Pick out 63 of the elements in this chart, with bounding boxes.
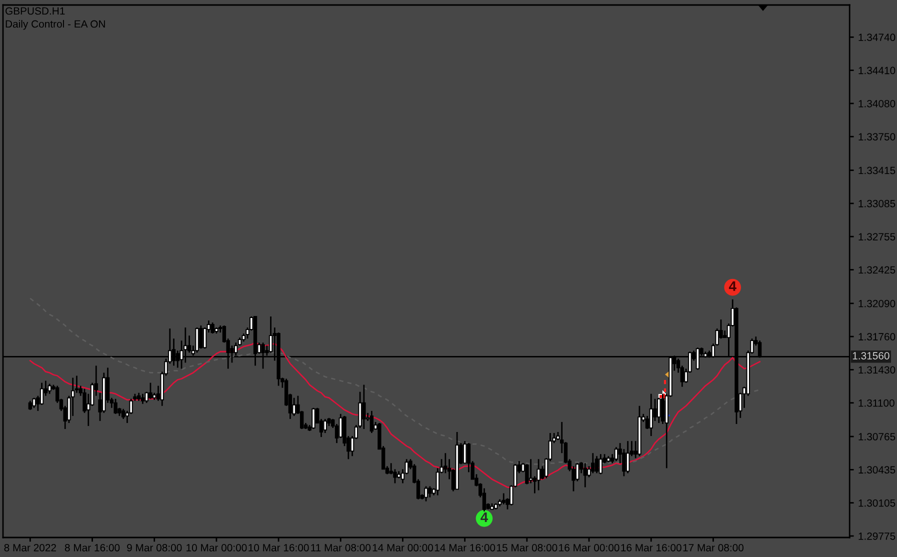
x-tick-label: 8 Mar 2022	[4, 544, 56, 552]
annotation: 4	[728, 281, 736, 291]
y-tick-label: 1.31430	[858, 366, 896, 374]
x-tick-label: 16 Mar 16:00	[621, 544, 682, 552]
x-tick-label: 14 Mar 16:00	[434, 544, 496, 552]
candlestick	[48, 383, 52, 395]
candlestick	[292, 397, 296, 417]
candlestick	[114, 398, 118, 415]
candlestick	[370, 410, 374, 434]
candlestick	[583, 462, 587, 488]
candlestick	[210, 322, 214, 334]
y-tick-label: 1.30765	[858, 433, 896, 440]
x-tick-label: 8 Mar 16:00	[64, 544, 120, 552]
y-tick-label: 1.31760	[858, 333, 896, 340]
y-tick-label: 1.30435	[858, 466, 896, 474]
candlestick	[660, 393, 665, 425]
y-tick-label: 1.33085	[858, 200, 896, 208]
candlestick	[312, 407, 316, 430]
ref-line-label: 1.31560	[852, 352, 890, 360]
chart-title: GBPUSD.H1	[6, 7, 65, 15]
y-tick-label: 1.34410	[858, 66, 896, 74]
x-tick-label: 10 Mar 00:00	[186, 544, 247, 552]
x-tick-label: 11 Mar 08:00	[311, 544, 371, 552]
y-tick-label: 1.33750	[858, 133, 896, 140]
candlestick	[121, 408, 126, 420]
candlestick	[594, 455, 599, 474]
candlestick	[598, 453, 602, 475]
y-tick-label: 1.34080	[858, 100, 896, 108]
x-tick-label: 9 Mar 08:00	[127, 544, 182, 552]
candlestick	[140, 393, 145, 405]
x-tick-label: 17 Mar 08:00	[683, 544, 744, 552]
candlestick	[362, 384, 366, 430]
candlestick	[525, 463, 529, 485]
candlestick	[428, 486, 432, 498]
y-tick-label: 1.34740	[858, 34, 896, 42]
y-tick-label: 1.31100	[858, 399, 894, 407]
text: Daily Control - EA ON	[6, 20, 105, 30]
candlestick	[536, 458, 540, 491]
candlestick	[195, 326, 199, 354]
annotation: 4	[480, 512, 488, 522]
x-tick-label: 14 Mar 00:00	[372, 544, 434, 552]
y-tick-label: 1.33415	[858, 166, 896, 174]
candlestick	[28, 400, 32, 411]
candlestick	[323, 418, 327, 434]
x-tick-label: 15 Mar 08:00	[497, 544, 558, 552]
candlestick	[591, 452, 595, 474]
candlestick	[626, 440, 630, 474]
candlestick	[148, 382, 152, 400]
x-tick-label: 16 Mar 00:00	[559, 544, 620, 552]
y-tick-label: 1.30105	[858, 499, 896, 507]
y-tick-label: 1.32755	[858, 233, 896, 240]
candlestick	[614, 446, 618, 462]
candlestick	[649, 393, 653, 437]
y-tick-label: 1.29775	[858, 532, 896, 540]
candlestick	[32, 397, 36, 409]
candlestick	[199, 324, 203, 350]
x-tick-label: 10 Mar 16:00	[248, 544, 309, 552]
candlestick	[528, 458, 533, 484]
candlestick	[502, 492, 506, 506]
y-tick-label: 1.32090	[858, 300, 896, 308]
candlestick	[462, 440, 467, 464]
candlestick	[424, 486, 428, 502]
y-tick-label: 1.32425	[858, 266, 896, 274]
